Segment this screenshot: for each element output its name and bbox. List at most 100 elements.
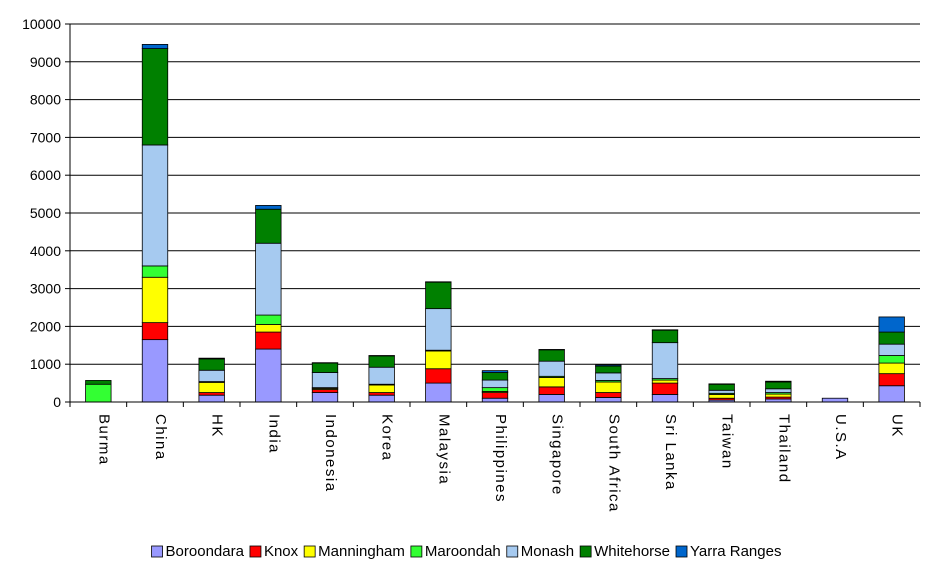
bar-segment — [596, 397, 622, 402]
x-tick-label: UK — [889, 414, 906, 438]
legend-label: Yarra Ranges — [690, 543, 781, 560]
bar-segment — [256, 209, 281, 243]
x-tick-label: Korea — [379, 414, 396, 462]
x-tick-label: U.S.A — [832, 414, 849, 461]
x-tick-label: China — [152, 414, 169, 461]
bar-segment — [256, 325, 281, 333]
bar-segment — [312, 390, 338, 393]
bar-segment — [369, 385, 395, 393]
bar-segment — [879, 374, 905, 386]
bar-segment — [482, 398, 508, 402]
bar-segment — [879, 363, 905, 374]
bar-segment — [256, 332, 281, 349]
bar-segment — [426, 282, 452, 308]
bar-segment — [596, 373, 622, 381]
bar-segment — [86, 384, 112, 402]
bar-segment — [766, 382, 792, 389]
bar-segment — [766, 394, 792, 397]
bar-segment — [652, 380, 678, 383]
bar-segment — [199, 359, 225, 370]
bar-segment — [766, 389, 792, 393]
x-tick-label: India — [265, 414, 282, 454]
legend-label: Knox — [264, 543, 299, 560]
bar-segment — [142, 277, 168, 322]
y-tick-label: 8000 — [30, 92, 61, 108]
legend-label: Manningham — [318, 543, 405, 560]
bar-segment — [822, 398, 848, 402]
grid-layer — [70, 24, 920, 364]
bar-segment — [596, 365, 622, 366]
bar-segment — [256, 315, 281, 324]
bar-segment — [426, 309, 452, 351]
bar-segment — [879, 344, 905, 355]
legend-swatch — [411, 546, 422, 557]
bar-segment — [369, 395, 395, 402]
bar-segment — [709, 384, 735, 390]
legend-label: Whitehorse — [594, 543, 670, 560]
y-tick-label: 0 — [53, 394, 61, 410]
bar-segment — [312, 373, 338, 388]
x-tick-label: South Africa — [605, 414, 622, 513]
bar-segment — [256, 243, 281, 315]
y-tick-label: 4000 — [30, 243, 61, 259]
x-tick-label: Philippines — [492, 414, 509, 503]
x-tick-label: HK — [209, 414, 226, 438]
y-tick-label: 1000 — [30, 356, 61, 372]
bar-segment — [596, 393, 622, 398]
x-tick-label: Thailand — [775, 414, 792, 484]
bar-segment — [426, 369, 452, 383]
bar-segment — [312, 393, 338, 402]
y-tick-label: 6000 — [30, 167, 61, 183]
bar-segment — [142, 49, 168, 145]
bar-segment — [256, 349, 281, 402]
bar-segment — [142, 266, 168, 277]
bar-segment — [709, 394, 735, 398]
legend-label: Monash — [521, 543, 574, 560]
bar-segment — [652, 383, 678, 394]
bar-segment — [879, 356, 905, 364]
bars-layer — [86, 44, 905, 402]
bar-segment — [142, 44, 168, 48]
bar-segment — [709, 390, 735, 393]
legend-swatch — [580, 546, 591, 557]
bar-segment — [199, 358, 225, 359]
legend-label: Maroondah — [425, 543, 501, 560]
y-tick-label: 9000 — [30, 54, 61, 70]
x-tick-label: Sri Lanka — [662, 414, 679, 491]
bar-segment — [482, 380, 508, 388]
bar-segment — [879, 317, 905, 332]
bar-segment — [539, 394, 565, 402]
legend-swatch — [507, 546, 518, 557]
bar-segment — [879, 332, 905, 344]
y-tick-label: 5000 — [30, 205, 61, 221]
bar-segment — [596, 382, 622, 393]
bar-segment — [766, 381, 792, 382]
bar-segment — [482, 371, 508, 373]
bar-segment — [596, 366, 622, 373]
x-tick-label: Singapore — [549, 414, 566, 496]
bar-segment — [879, 386, 905, 402]
x-tick-label: Burma — [95, 414, 112, 466]
bar-segment — [482, 388, 508, 392]
legend: Boroondara Knox Manningham Maroondah Monash W… — [152, 543, 782, 560]
bar-segment — [142, 340, 168, 402]
bar-segment — [539, 361, 565, 376]
y-tick-label: 7000 — [30, 129, 61, 145]
bar-segment — [539, 350, 565, 361]
x-tick-label: Taiwan — [719, 414, 736, 470]
legend-label: Boroondara — [166, 543, 245, 560]
y-tick-label: 10000 — [22, 16, 61, 32]
legend-swatch — [304, 546, 315, 557]
bar-segment — [652, 330, 678, 342]
bar-segment — [312, 363, 338, 372]
bar-segment — [369, 356, 395, 367]
legend-swatch — [676, 546, 687, 557]
legend-swatch — [250, 546, 261, 557]
bar-segment — [539, 377, 565, 386]
bar-segment — [482, 373, 508, 381]
bar-segment — [142, 145, 168, 266]
bar-segment — [652, 394, 678, 402]
x-tick-label: Malaysia — [435, 414, 452, 485]
